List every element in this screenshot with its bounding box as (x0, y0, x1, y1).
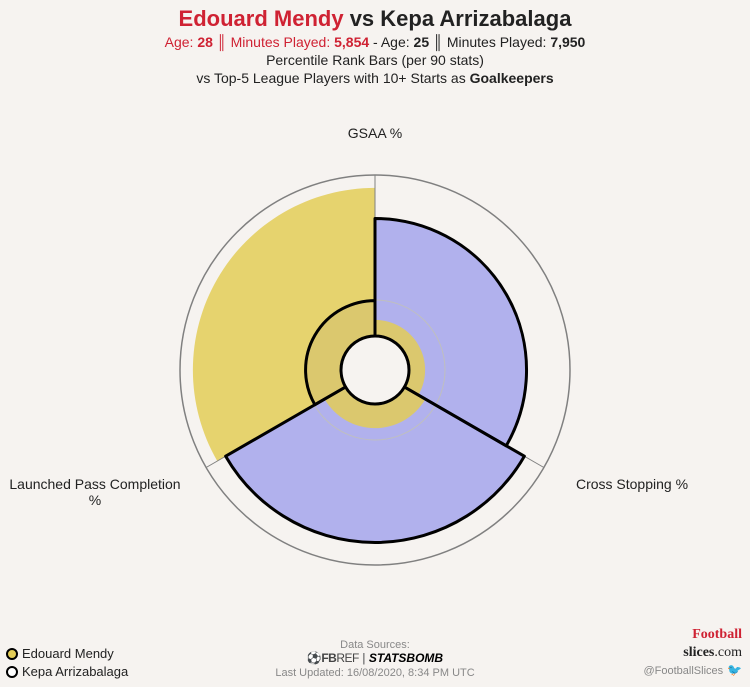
brand-slices: slices (683, 645, 714, 660)
polar-svg (0, 95, 750, 595)
sep-mid: - (373, 34, 381, 50)
axis-label: Launched Pass Completion % (5, 476, 185, 508)
p2-min: 7,950 (550, 34, 585, 50)
polar-chart: GSAA % Cross Stopping % Launched Pass Comp… (0, 95, 750, 595)
player2-name: Kepa Arrizabalaga (380, 6, 571, 31)
subtitle-line2: Percentile Rank Bars (per 90 stats) (0, 52, 750, 68)
source-sep: | (359, 651, 369, 665)
p2-age: 25 (414, 34, 430, 50)
legend: Edouard MendyKepa Arrizabalaga (6, 645, 128, 681)
p1-age-label: Age: (165, 34, 194, 50)
brand-line: Football slices.com (644, 625, 743, 661)
player1-name: Edouard Mendy (179, 6, 344, 31)
header: Edouard Mendy vs Kepa Arrizabalaga Age: … (0, 0, 750, 86)
p1-age: 28 (197, 34, 213, 50)
legend-swatch (6, 648, 18, 660)
p2-age-label: Age: (381, 34, 410, 50)
brand-handle-line: @FootballSlices 🐦 (644, 661, 743, 679)
vs-text: vs (350, 6, 374, 31)
sep2: ║ (433, 34, 447, 50)
comparison-title: Edouard Mendy vs Kepa Arrizabalaga (0, 6, 750, 32)
p1-min-label: Minutes Played: (231, 34, 331, 50)
p2-min-label: Minutes Played: (447, 34, 547, 50)
legend-label: Kepa Arrizabalaga (22, 663, 128, 681)
source-fbref-a: ⚽FB (307, 651, 336, 665)
player-meta-line: Age: 28 ║ Minutes Played: 5,854 - Age: 2… (0, 34, 750, 50)
line3a: vs Top-5 League Players with 10+ Starts … (196, 70, 469, 86)
axis-label: Cross Stopping % (542, 476, 722, 492)
legend-item: Edouard Mendy (6, 645, 128, 663)
axis-label: GSAA % (285, 125, 465, 141)
twitter-handle: @FootballSlices (644, 665, 724, 677)
subtitle-line3: vs Top-5 League Players with 10+ Starts … (0, 70, 750, 86)
last-updated: Last Updated: 16/08/2020, 8:34 PM UTC (275, 667, 474, 679)
legend-item: Kepa Arrizabalaga (6, 663, 128, 681)
legend-swatch (6, 666, 18, 678)
source-fbref-b: REF (336, 651, 359, 665)
footer-brand: Football slices.com @FootballSlices 🐦 (644, 625, 743, 679)
data-sources-label: Data Sources: (275, 639, 474, 651)
twitter-icon: 🐦 (727, 663, 742, 677)
sources-row: ⚽FBREF | STATSBOMB (275, 651, 474, 665)
brand-com: .com (714, 645, 742, 660)
footer-sources: Data Sources: ⚽FBREF | STATSBOMB Last Up… (275, 639, 474, 679)
line3b: Goalkeepers (470, 70, 554, 86)
brand-football: Football (692, 627, 742, 642)
sep1: ║ (217, 34, 231, 50)
p1-min: 5,854 (334, 34, 369, 50)
legend-label: Edouard Mendy (22, 645, 114, 663)
source-statsbomb: STATSBOMB (369, 651, 443, 665)
